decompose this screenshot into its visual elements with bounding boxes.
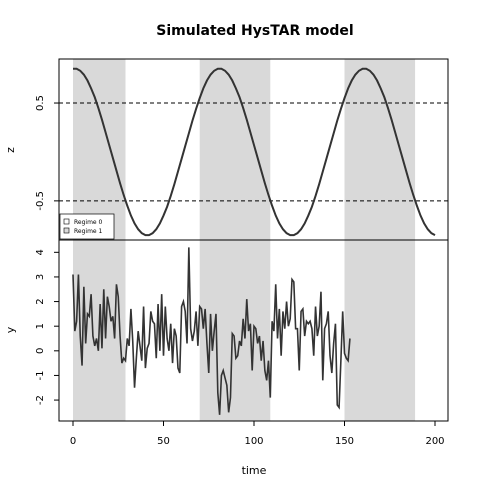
- x-axis-title: time: [242, 464, 267, 477]
- regime-1-band-1-2: [344, 240, 416, 421]
- top-y-axis-title: z: [4, 147, 17, 153]
- chart-title: Simulated HysTAR model: [156, 23, 353, 39]
- regime-1-band-0-0: [73, 59, 126, 240]
- legend-box: [59, 213, 115, 240]
- regime-1-band-0-2: [344, 59, 416, 240]
- z-series-line: [73, 67, 436, 237]
- legend: Regime 0 Regime 1: [59, 213, 115, 240]
- regime-1-band-0-1: [199, 59, 271, 240]
- top-regime-shading: [73, 59, 416, 240]
- legend-swatch-regime-1: [63, 227, 70, 234]
- x-tick-label-3: 150: [335, 436, 354, 447]
- bottom-panel: 4 3 2 1 0 -1 -2 y: [4, 239, 449, 422]
- y-tick-label-1-2: 2: [35, 298, 46, 304]
- y-tick-label-1-3: 1: [35, 323, 46, 329]
- x-axis: 0 50 100 150 200: [70, 421, 445, 447]
- legend-swatch-regime-0: [63, 218, 70, 225]
- top-panel: 0.5 -0.5 z Regime 0 Regime 1: [4, 58, 449, 241]
- threshold-lines: [59, 102, 448, 202]
- y-tick-label-1-6: -2: [35, 395, 46, 405]
- x-tick-label-2: 100: [244, 436, 263, 447]
- y-series-line: [72, 247, 351, 415]
- x-tick-label-0: 0: [70, 436, 76, 447]
- top-y-axis: 0.5 -0.5: [35, 95, 59, 211]
- y-tick-label-0-1: -0.5: [35, 191, 46, 211]
- bottom-y-axis: 4 3 2 1 0 -1 -2: [35, 249, 59, 405]
- x-tick-label-1: 50: [157, 436, 170, 447]
- legend-label-regime-1: Regime 1: [74, 228, 103, 235]
- y-tick-label-1-4: 0: [35, 348, 46, 354]
- x-tick-label-4: 200: [425, 436, 444, 447]
- legend-label-regime-0: Regime 0: [74, 219, 103, 226]
- bottom-y-axis-title: y: [4, 326, 17, 333]
- y-tick-label-1-0: 4: [35, 249, 46, 255]
- y-tick-label-0-0: 0.5: [35, 95, 46, 111]
- y-tick-label-1-5: -1: [35, 370, 46, 380]
- bottom-regime-shading: [73, 240, 416, 421]
- y-tick-label-1-1: 3: [35, 274, 46, 280]
